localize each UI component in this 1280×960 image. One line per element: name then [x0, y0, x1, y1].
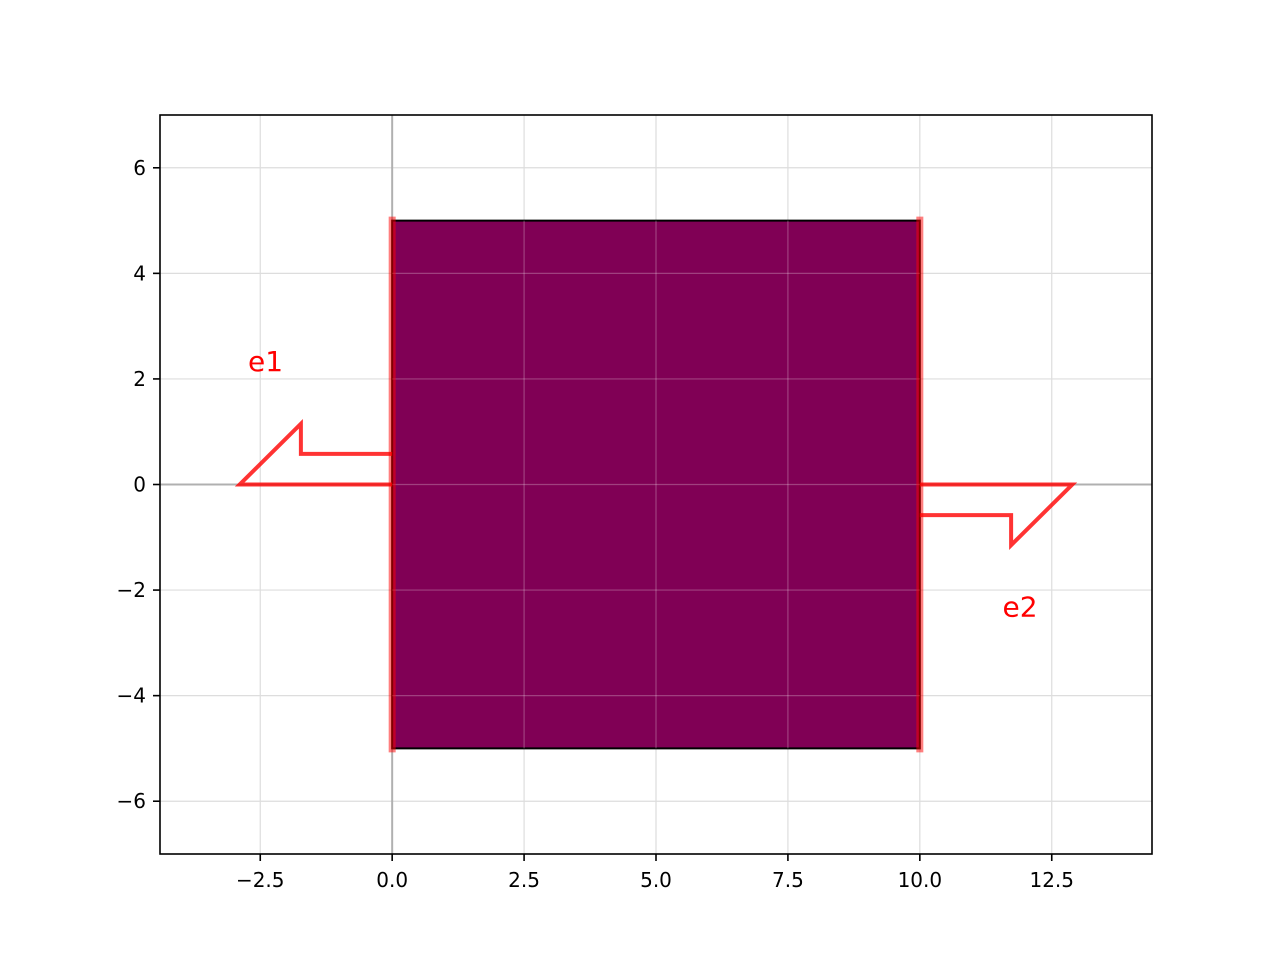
y-tick-label: −6 [117, 789, 146, 813]
y-tick-label: −4 [117, 684, 146, 708]
y-tick-label: 4 [133, 261, 146, 285]
x-tick-label: 2.5 [508, 868, 540, 892]
port-label-e1: e1 [248, 345, 283, 378]
x-tick-label: 0.0 [376, 868, 408, 892]
component-polygon-layer [392, 221, 920, 749]
x-tick-label: 5.0 [640, 868, 672, 892]
y-tick-label: 0 [133, 473, 146, 497]
port-label-e2: e2 [1003, 591, 1038, 624]
y-tick-label: 2 [133, 367, 146, 391]
x-tick-label: 10.0 [898, 868, 943, 892]
x-tick-label: 12.5 [1029, 868, 1074, 892]
x-tick-label: −2.5 [236, 868, 285, 892]
x-tick-label: 7.5 [772, 868, 804, 892]
y-tick-label: 6 [133, 156, 146, 180]
y-tick-label: −2 [117, 578, 146, 602]
